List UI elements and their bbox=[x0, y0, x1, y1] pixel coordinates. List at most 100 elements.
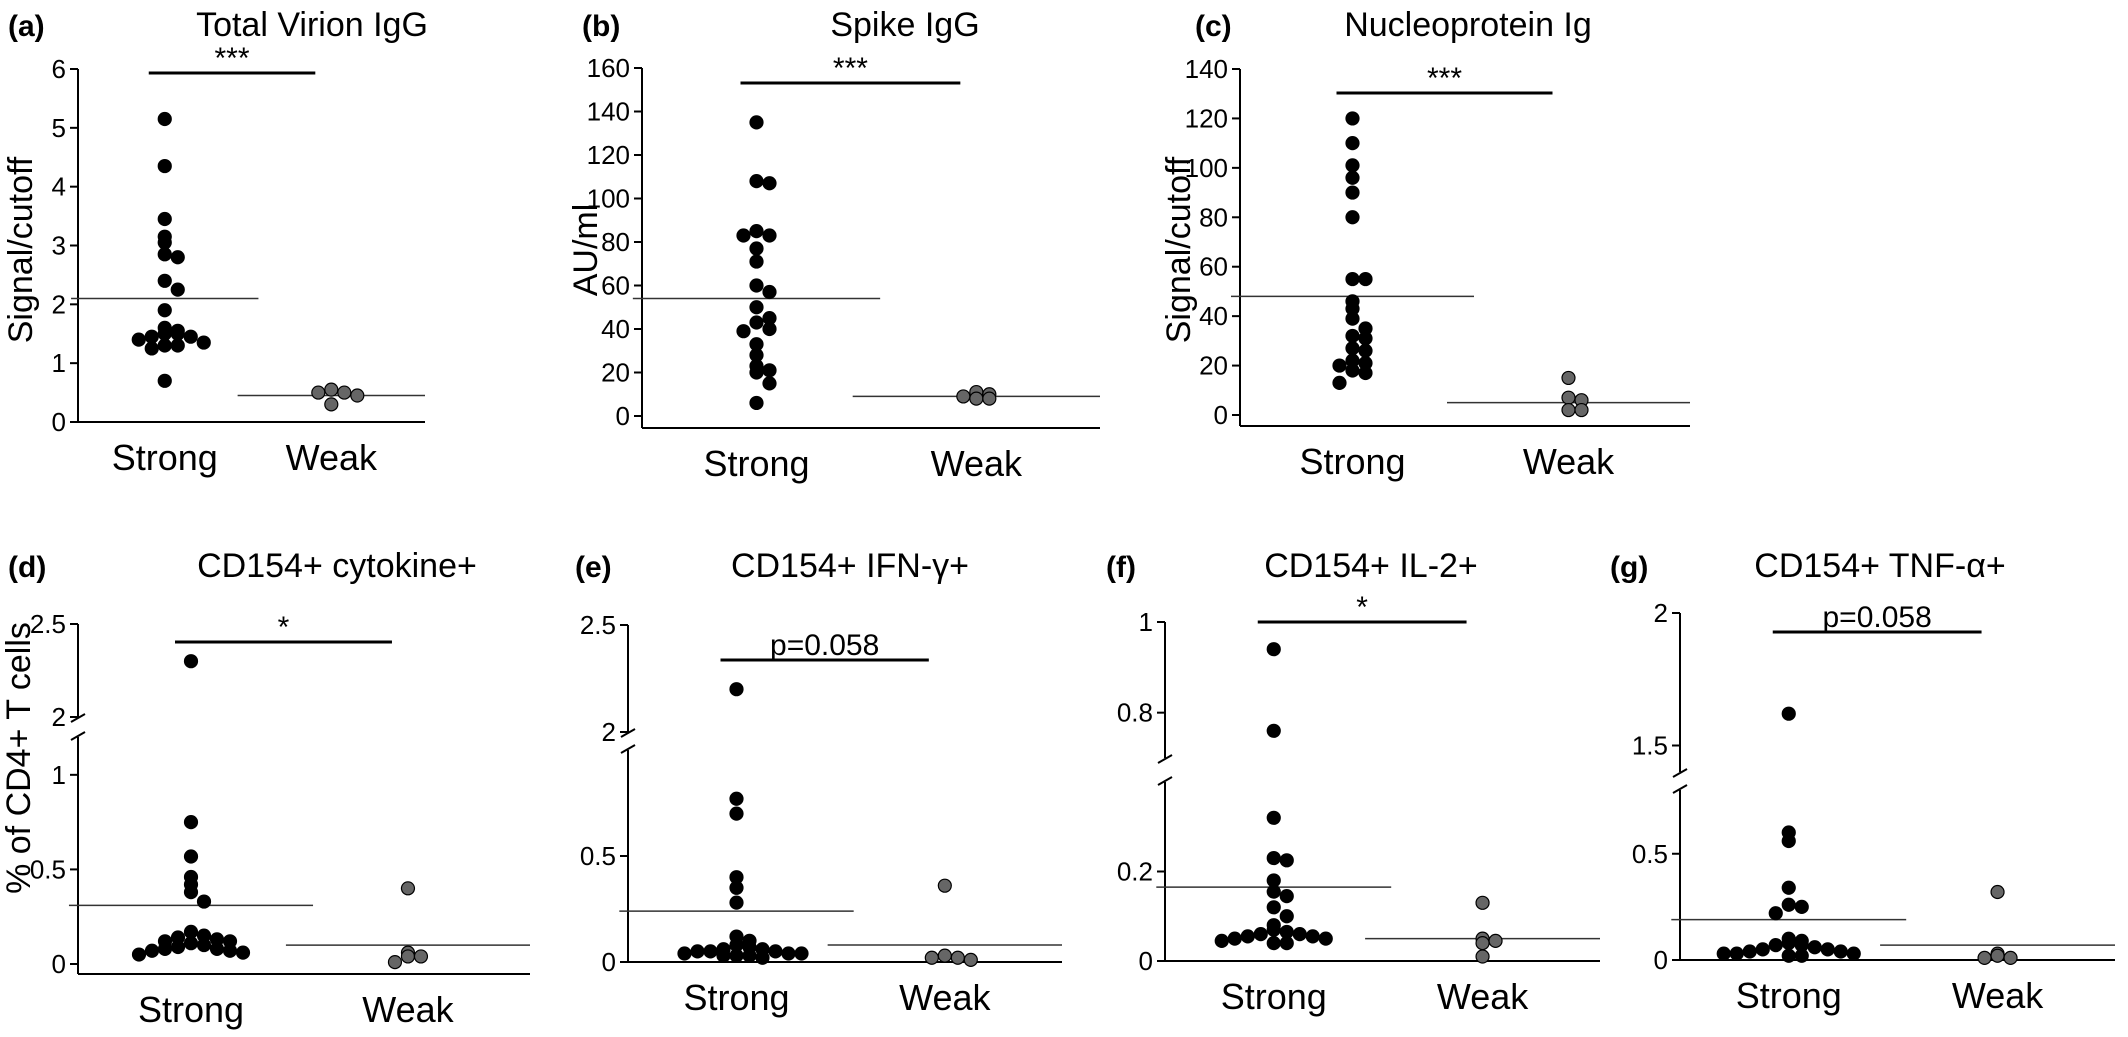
data-point bbox=[794, 946, 809, 961]
data-point bbox=[762, 228, 777, 243]
panel-b: 0 20 40 60 80 100 120 140 160 Strong Weak Spike IgG… bbox=[567, 6, 1100, 484]
data-point bbox=[400, 881, 416, 896]
data-point bbox=[337, 385, 352, 400]
data-point bbox=[762, 176, 777, 191]
y-tick-label: 40 bbox=[1199, 301, 1228, 331]
data-point bbox=[413, 949, 429, 964]
data-point bbox=[1305, 929, 1320, 944]
y-tick-label: 0.5 bbox=[580, 841, 616, 871]
shared-y-axis-label: % of CD4+ T cells bbox=[0, 622, 38, 894]
data-point bbox=[1345, 328, 1360, 344]
data-point bbox=[1781, 948, 1796, 963]
axis-break-mark bbox=[620, 744, 636, 754]
data-point bbox=[1742, 944, 1757, 959]
panel-label: (b) bbox=[582, 10, 620, 43]
significance-label: p=0.058 bbox=[770, 629, 879, 662]
data-point bbox=[157, 158, 172, 174]
data-point bbox=[157, 373, 172, 388]
data-point bbox=[1820, 942, 1835, 957]
data-point bbox=[956, 389, 971, 404]
data-point bbox=[1755, 942, 1770, 957]
data-point bbox=[170, 250, 185, 265]
y-tick-label: 160 bbox=[587, 53, 630, 83]
data-point bbox=[1266, 884, 1281, 899]
data-point bbox=[1345, 363, 1360, 378]
data-point bbox=[1318, 931, 1333, 946]
y-tick-label: 140 bbox=[587, 97, 630, 127]
x-category-label: Strong bbox=[112, 437, 218, 478]
data-point bbox=[170, 939, 186, 955]
data-point bbox=[749, 365, 764, 380]
significance-label: p=0.058 bbox=[1823, 601, 1932, 634]
data-point bbox=[324, 397, 339, 412]
x-category-label: Weak bbox=[1437, 976, 1529, 1017]
data-point bbox=[1781, 935, 1796, 951]
data-point bbox=[924, 950, 939, 965]
data-point bbox=[742, 948, 757, 963]
data-point bbox=[1279, 935, 1294, 951]
data-point bbox=[1266, 810, 1281, 825]
data-point bbox=[183, 936, 199, 951]
panel-label: (g) bbox=[1610, 551, 1648, 584]
data-point bbox=[781, 946, 796, 961]
y-tick-label: 0 bbox=[52, 407, 66, 437]
data-point bbox=[157, 247, 172, 262]
axis-break-mark bbox=[1157, 776, 1173, 786]
y-tick-label: 60 bbox=[601, 271, 630, 301]
data-point bbox=[768, 944, 783, 959]
data-point bbox=[157, 303, 172, 318]
x-category-label: Strong bbox=[703, 443, 809, 484]
data-point bbox=[1345, 311, 1360, 326]
data-point bbox=[1561, 390, 1576, 405]
data-point bbox=[716, 948, 731, 963]
x-category-label: Weak bbox=[1523, 441, 1615, 482]
y-tick-label: 100 bbox=[1185, 153, 1228, 183]
y-tick-label: 2 bbox=[52, 702, 66, 732]
data-point bbox=[387, 955, 403, 970]
panel-title: Total Virion IgG bbox=[196, 6, 428, 44]
data-point bbox=[749, 241, 764, 256]
data-point bbox=[196, 335, 211, 350]
data-point bbox=[1292, 927, 1307, 942]
x-category-label: Weak bbox=[1952, 975, 2044, 1016]
data-point bbox=[1279, 853, 1294, 868]
data-point bbox=[1279, 889, 1294, 904]
data-point bbox=[1729, 946, 1744, 961]
data-point bbox=[1358, 271, 1373, 287]
data-point bbox=[762, 284, 777, 300]
panel-title: CD154+ IL-2+ bbox=[1264, 547, 1478, 585]
data-point bbox=[762, 321, 777, 337]
data-point bbox=[157, 326, 172, 341]
y-tick-label: 4 bbox=[52, 172, 66, 202]
panel-g: 0 0.5 1.5 2 Strong Weak CD154+ TNF-α+ (g) p=0.05… bbox=[1610, 547, 2115, 1016]
data-point bbox=[196, 894, 212, 909]
x-category-label: Strong bbox=[683, 977, 789, 1018]
data-point bbox=[1794, 899, 1809, 914]
data-point bbox=[1846, 946, 1861, 961]
data-point bbox=[982, 391, 997, 406]
data-point bbox=[1266, 900, 1281, 915]
x-category-label: Strong bbox=[1221, 976, 1327, 1017]
axis-break-mark bbox=[1672, 768, 1688, 778]
data-point bbox=[749, 224, 764, 239]
data-point bbox=[1358, 343, 1373, 358]
data-point bbox=[1214, 933, 1229, 948]
y-tick-label: 0 bbox=[52, 949, 66, 979]
panel-f: 0 0.2 0.8 1 Strong Weak CD154+ IL-2+ (f) * bbox=[1106, 547, 1600, 1017]
data-point bbox=[170, 282, 185, 297]
y-tick-label: 80 bbox=[601, 227, 630, 257]
data-point bbox=[1332, 375, 1347, 390]
data-point bbox=[1977, 950, 1992, 965]
data-point bbox=[729, 948, 744, 963]
data-point bbox=[2003, 950, 2018, 965]
axis-break-mark bbox=[70, 731, 86, 741]
data-point bbox=[157, 111, 172, 127]
data-point bbox=[183, 654, 199, 669]
data-point bbox=[690, 944, 705, 959]
data-point bbox=[729, 682, 744, 697]
data-point bbox=[736, 324, 751, 339]
x-category-label: Weak bbox=[286, 437, 378, 478]
data-point bbox=[1475, 895, 1490, 910]
data-point bbox=[1345, 136, 1360, 151]
data-point bbox=[209, 941, 225, 956]
